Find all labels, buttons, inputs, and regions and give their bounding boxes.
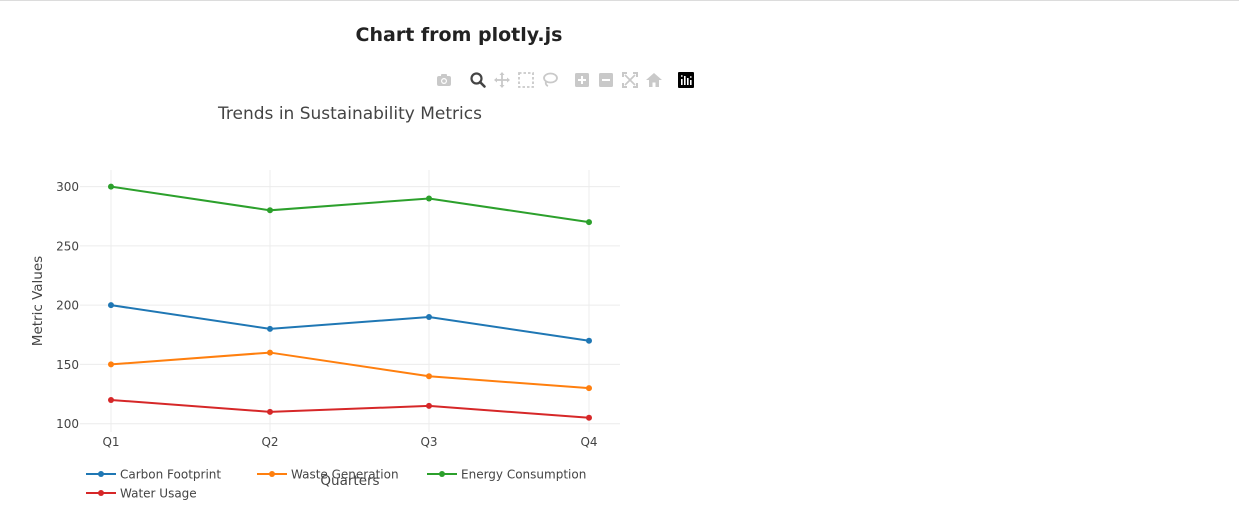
autoscale-icon[interactable] [620,70,640,90]
data-point[interactable] [426,373,432,380]
series-line [110,398,590,419]
zoom-icon[interactable] [468,70,488,90]
data-point[interactable] [426,195,432,202]
data-point[interactable] [586,414,592,421]
series-line [110,185,590,224]
legend-item[interactable]: Waste Generation [257,468,399,482]
y-tick-label: 300 [56,180,79,194]
y-axis-label: Metric Values [30,256,46,346]
data-point[interactable] [108,396,114,403]
y-tick-label: 150 [56,358,79,372]
top-divider [0,0,1239,1]
x-tick-label: Q4 [580,435,597,449]
x-axis-ticks: Q1 Q2 Q3 Q4 [102,435,597,449]
legend-item[interactable]: Carbon Footprint [86,468,221,482]
legend-label: Energy Consumption [461,468,586,482]
y-tick-label: 100 [56,417,79,431]
zoom-out-icon[interactable] [596,70,616,90]
reset-axes-icon[interactable] [644,70,664,90]
legend-label: Carbon Footprint [120,468,221,482]
camera-icon[interactable] [434,70,454,90]
chart-title: Trends in Sustainability Metrics [217,104,482,124]
box-select-icon[interactable] [516,70,536,90]
plotly-logo-icon[interactable] [676,70,696,90]
data-point[interactable] [267,349,273,356]
data-point[interactable] [586,337,592,344]
legend-marker [439,471,445,477]
x-axis-label: Quarters [320,473,379,489]
zoom-in-icon[interactable] [572,70,592,90]
series-water-usage [108,396,592,421]
y-axis-ticks: 100 150 200 250 300 [56,180,79,431]
legend-item[interactable]: Water Usage [86,487,197,501]
legend-label: Waste Generation [291,468,399,482]
lasso-select-icon[interactable] [540,70,560,90]
x-tick-label: Q3 [420,435,437,449]
x-tick-label: Q1 [102,435,119,449]
data-point[interactable] [267,207,273,214]
series-carbon-footprint [108,302,592,344]
series-line [110,304,590,342]
series-layer [108,183,592,421]
x-tick-label: Q2 [261,435,278,449]
y-tick-label: 250 [56,239,79,253]
legend-label: Water Usage [120,487,197,501]
series-line [110,351,590,390]
y-tick-label: 200 [56,299,79,313]
data-point[interactable] [108,183,114,190]
chart-legend: Carbon Footprint Waste Generation Energy C… [86,468,586,501]
page-heading: Chart from plotly.js [355,24,563,46]
data-point[interactable] [108,361,114,368]
legend-marker [269,471,275,477]
series-waste-generation [108,349,592,392]
legend-marker [98,471,104,477]
chart-grid [80,170,620,432]
legend-item[interactable]: Energy Consumption [427,468,586,482]
legend-marker [98,490,104,496]
data-point[interactable] [586,385,592,392]
data-point[interactable] [426,402,432,409]
data-point[interactable] [267,325,273,332]
data-point[interactable] [267,408,273,415]
data-point[interactable] [586,219,592,226]
data-point[interactable] [426,314,432,321]
pan-icon[interactable] [492,70,512,90]
series-energy-consumption [108,183,592,226]
data-point[interactable] [108,302,114,309]
